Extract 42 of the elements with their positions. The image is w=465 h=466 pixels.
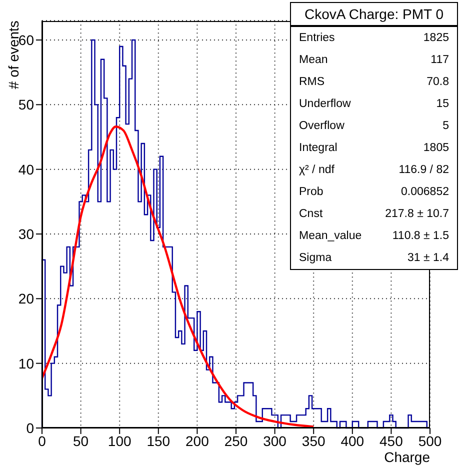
annotation: Entries <box>299 32 335 44</box>
annotation: χ² / ndf <box>299 164 334 176</box>
annotation: 1805 <box>423 142 449 154</box>
text: 5 <box>442 120 449 132</box>
annotation: Sigma <box>299 252 332 264</box>
annotation: 1825 <box>423 32 449 44</box>
text: 117 <box>430 54 449 66</box>
x-tick-label: 0 <box>38 432 46 449</box>
x-tick-label: 300 <box>263 432 287 449</box>
x-tick-label: 400 <box>340 432 364 449</box>
chart-title: CkovA Charge: PMT 0 <box>290 2 458 26</box>
annotation: 110.8 ± 1.5 <box>392 230 449 242</box>
annotation: Overflow <box>299 120 344 132</box>
text: 15 <box>436 98 449 110</box>
x-tick-label: 150 <box>146 432 170 449</box>
annotation: 217.8 ± 10.7 <box>385 208 449 220</box>
x-tick-label: 200 <box>186 432 210 449</box>
annotation: 70.8 <box>426 76 449 88</box>
annotation: 116.9 / 82 <box>398 164 449 176</box>
x-axis-title: Charge <box>384 449 430 465</box>
annotation: Cnst <box>299 208 323 220</box>
y-tick-label: 60 <box>18 32 34 48</box>
annotation: Mean_value <box>299 230 362 242</box>
x-tick-label: 100 <box>108 432 132 449</box>
x-tick-label: 50 <box>73 432 89 449</box>
y-tick-label: 50 <box>18 96 34 113</box>
annotation: Mean <box>299 54 328 66</box>
x-tick-label: 350 <box>302 432 326 449</box>
annotation: Underflow <box>299 98 351 110</box>
y-tick-label: 30 <box>18 226 34 242</box>
x-tick-label: 250 <box>224 432 248 449</box>
x-tick-label: 500 <box>418 432 442 449</box>
annotation: RMS <box>299 76 325 88</box>
y-tick-label: 10 <box>18 355 34 372</box>
annotation: 31 ± 1.4 <box>408 252 449 264</box>
annotation: Prob <box>299 186 324 198</box>
annotation: Integral <box>299 142 338 154</box>
y-tick-label: 40 <box>18 161 34 178</box>
y-tick-label: 20 <box>18 290 34 307</box>
x-tick-label: 450 <box>380 432 404 449</box>
annotation: 0.006852 <box>401 186 449 198</box>
y-tick-label: 0 <box>26 420 34 436</box>
